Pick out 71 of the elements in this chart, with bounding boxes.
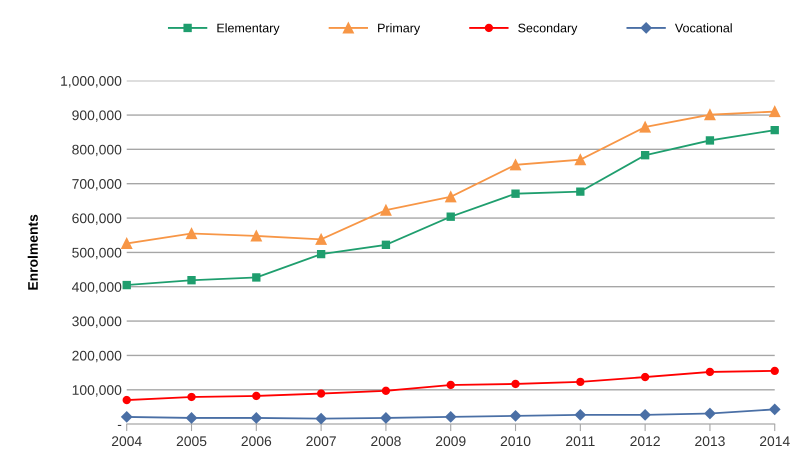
point — [186, 412, 198, 424]
x-tick-label: 2004 — [112, 436, 142, 446]
point — [121, 411, 132, 423]
y-axis-title: Enrolments — [28, 214, 38, 290]
point — [640, 151, 650, 160]
point — [510, 159, 522, 170]
legend-label: Elementary — [217, 23, 280, 35]
point — [316, 250, 326, 258]
point — [187, 392, 196, 402]
point — [121, 238, 132, 250]
point — [316, 389, 326, 398]
point — [186, 228, 198, 240]
point — [252, 392, 260, 400]
point — [576, 378, 584, 386]
point — [770, 366, 779, 376]
x-tick-label: 2009 — [436, 436, 466, 446]
point — [446, 380, 455, 390]
point — [380, 204, 392, 216]
point — [445, 411, 456, 423]
legend-label: Primary — [378, 23, 420, 35]
point — [769, 106, 780, 118]
x-tick-label: 2006 — [242, 436, 272, 446]
y-tick-label: 100,000 — [72, 385, 122, 397]
point — [706, 368, 714, 376]
point — [640, 121, 651, 133]
point — [706, 136, 714, 145]
y-tick-label: 500,000 — [72, 248, 122, 260]
point — [511, 380, 520, 388]
point — [382, 240, 390, 250]
point — [704, 109, 716, 120]
point — [382, 386, 390, 395]
point — [187, 276, 196, 284]
point — [316, 413, 327, 424]
y-tick-label: 700,000 — [72, 179, 122, 191]
point — [510, 410, 522, 422]
y-tick-label: 600,000 — [72, 213, 122, 225]
x-tick-label: 2008 — [371, 436, 401, 446]
x-tick-label: 2007 — [306, 436, 336, 446]
x-tick-label: 2012 — [630, 436, 660, 446]
y-tick-label: 400,000 — [72, 282, 122, 294]
point — [380, 412, 392, 424]
point — [511, 190, 520, 198]
y-tick-label: 200,000 — [72, 350, 122, 362]
point — [574, 154, 586, 166]
point — [770, 126, 779, 134]
point — [446, 212, 455, 221]
point — [250, 230, 262, 242]
y-tick-label: 900,000 — [72, 110, 122, 122]
y-tick-label: 300,000 — [72, 316, 122, 328]
x-tick-label: 2014 — [760, 436, 790, 446]
point — [122, 280, 131, 290]
point — [574, 409, 586, 420]
point — [769, 404, 780, 415]
point — [640, 372, 650, 382]
point — [576, 187, 584, 196]
x-tick-label: 2011 — [566, 436, 595, 446]
legend-label: Vocational — [674, 23, 732, 32]
point — [122, 396, 131, 404]
point — [250, 412, 262, 424]
x-tick-label: 2005 — [176, 436, 206, 446]
point — [316, 234, 327, 245]
legend-label: Secondary — [518, 23, 578, 35]
y-tick-label: - — [118, 424, 122, 426]
x-tick-label: 2010 — [500, 436, 530, 446]
y-tick-label: 1,000,000 — [61, 76, 122, 88]
y-tick-label: 800,000 — [72, 144, 122, 156]
point — [704, 408, 716, 420]
point — [252, 273, 260, 282]
point — [640, 409, 651, 420]
x-tick-label: 2013 — [695, 436, 725, 446]
point — [445, 191, 456, 202]
